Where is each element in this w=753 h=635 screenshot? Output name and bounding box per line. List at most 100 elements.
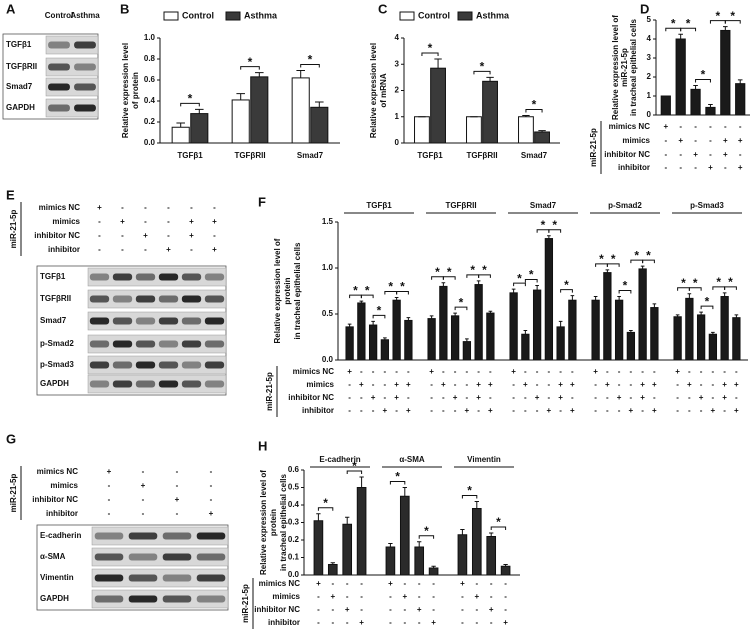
condition-sign: + (330, 592, 335, 601)
condition-sign: + (488, 380, 493, 389)
condition-sign: - (395, 406, 398, 415)
condition-sign: - (724, 122, 727, 131)
category-label: Smad7 (521, 151, 548, 160)
bar (450, 315, 460, 361)
condition-sign: + (722, 393, 727, 402)
panel-letter: A (6, 1, 16, 16)
condition-sign: - (346, 592, 349, 601)
blot-band (204, 295, 225, 303)
significance-label: * (352, 459, 357, 473)
category-label: TGFβ1 (366, 201, 392, 210)
condition-sign: - (108, 509, 111, 518)
bar (457, 534, 468, 576)
legend-swatch (163, 11, 179, 21)
condition-label: inhibitor (302, 406, 334, 415)
condition-sign: + (465, 406, 470, 415)
y-axis-label: miR-21-5p (620, 48, 629, 87)
significance-label: * (541, 218, 546, 232)
bar (650, 307, 659, 361)
y-tick-label: 2 (647, 72, 652, 81)
condition-sign: - (571, 367, 574, 376)
error-bar (678, 33, 683, 39)
significance-label: * (377, 304, 382, 318)
y-tick-label: 3 (647, 53, 652, 62)
error-bar (429, 315, 434, 319)
y-axis-label: Relative expression level of (611, 15, 620, 120)
significance-label: * (686, 16, 691, 30)
y-tick-label: 1.0 (144, 33, 156, 42)
condition-label: inhibitor NC (604, 150, 650, 159)
condition-sign: - (641, 367, 644, 376)
protein-label: E-cadherin (40, 531, 81, 540)
condition-sign: + (406, 406, 411, 415)
condition-sign: - (712, 380, 715, 389)
condition-sign: + (212, 245, 217, 254)
protein-label: GAPDH (6, 103, 35, 112)
condition-sign: - (489, 367, 492, 376)
condition-sign: - (384, 367, 387, 376)
error-bar (640, 265, 645, 269)
condition-sign: - (735, 393, 738, 402)
blot-band (162, 532, 192, 540)
error-bar (371, 320, 375, 326)
condition-sign: + (120, 217, 125, 226)
significance-bracket (372, 314, 386, 319)
condition-sign: - (418, 579, 421, 588)
blot-band (135, 295, 156, 303)
condition-sign: - (653, 393, 656, 402)
bar (534, 131, 550, 144)
condition-sign: - (346, 618, 349, 627)
significance-label: * (728, 275, 733, 289)
condition-sign: + (570, 380, 575, 389)
bar (439, 285, 448, 361)
significance-bracket (490, 526, 507, 530)
bar (509, 292, 518, 361)
significance-bracket (317, 507, 334, 511)
bar (720, 296, 729, 361)
error-bar (330, 562, 335, 565)
bar (342, 523, 353, 576)
condition-sign: - (98, 231, 101, 240)
bar (556, 326, 565, 361)
error-bar (488, 310, 493, 314)
blot-strip (91, 589, 229, 609)
bar (462, 341, 472, 361)
bar (660, 95, 671, 116)
error-bar (503, 564, 508, 567)
condition-sign: - (142, 467, 145, 476)
condition-sign: - (490, 618, 493, 627)
condition-sign: - (700, 380, 703, 389)
significance-label: * (693, 276, 698, 290)
condition-label: mimics (622, 136, 650, 145)
condition-sign: + (429, 367, 434, 376)
condition-label: mimics NC (609, 122, 651, 131)
blot-band (89, 317, 110, 325)
condition-sign: + (678, 136, 683, 145)
error-bar (489, 532, 494, 537)
significance-bracket (346, 470, 363, 474)
condition-sign: - (594, 380, 597, 389)
condition-sign: - (348, 380, 351, 389)
condition-sign: - (477, 406, 480, 415)
blot-band (112, 317, 133, 325)
category-label: Smad7 (297, 151, 324, 160)
significance-label: * (671, 16, 676, 30)
bar (414, 546, 425, 576)
error-bar (734, 314, 739, 318)
blot-band (135, 273, 156, 281)
condition-label: inhibitor NC (34, 231, 80, 240)
bar (521, 333, 530, 361)
condition-sign: - (418, 618, 421, 627)
condition-sign: - (167, 217, 170, 226)
condition-sign: - (709, 136, 712, 145)
condition-sign: + (97, 203, 102, 212)
condition-sign: - (723, 406, 726, 415)
condition-sign: + (547, 406, 552, 415)
condition-sign: - (723, 367, 726, 376)
blot-band (74, 104, 96, 112)
condition-sign: + (687, 380, 692, 389)
condition-sign: - (712, 393, 715, 402)
bar (675, 38, 686, 116)
condition-title: miR-21-5p (241, 584, 250, 623)
condition-sign: - (384, 393, 387, 402)
